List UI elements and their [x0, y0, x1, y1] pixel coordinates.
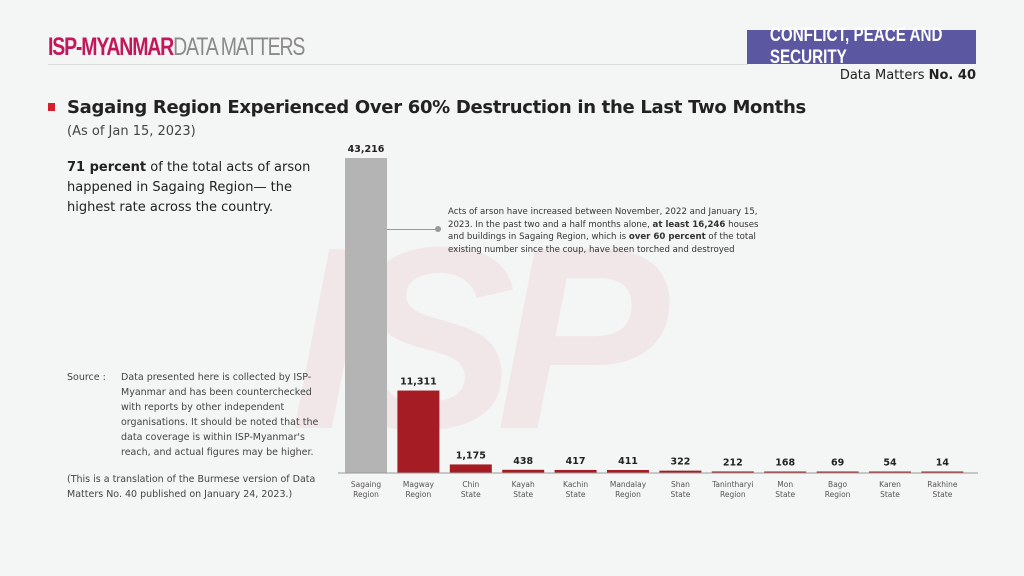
lead-text: 71 percent of the total acts of arson ha…	[67, 160, 311, 215]
category-label: Region	[825, 490, 851, 499]
header-divider	[48, 64, 748, 65]
category-label: Mon	[777, 480, 793, 489]
data-label: 69	[831, 458, 844, 469]
category-label: State	[775, 490, 795, 499]
data-label: 14	[936, 458, 950, 469]
chart-annotation: Acts of arson have increased between Nov…	[448, 207, 759, 255]
page-title: Sagaing Region Experienced Over 60% Dest…	[67, 97, 806, 118]
as-of-date: (As of Jan 15, 2023)	[67, 124, 196, 139]
category-label: State	[461, 490, 481, 499]
brand-logo: ISP-MYANMARDATA MATTERS	[48, 33, 305, 61]
data-label: 417	[566, 456, 586, 467]
data-label: 1,175	[456, 450, 486, 461]
category-label: State	[932, 490, 952, 499]
category-label: Karen	[879, 480, 901, 489]
data-label: 11,311	[400, 377, 437, 388]
category-label: Rakhine	[927, 480, 958, 489]
bar-5	[607, 470, 649, 473]
data-label: 43,216	[348, 144, 385, 155]
category-label: Bago	[828, 480, 848, 489]
category-label: Region	[406, 490, 432, 499]
bar-4	[554, 469, 597, 473]
data-label: 212	[723, 457, 743, 468]
data-label: 411	[618, 456, 638, 467]
data-label: 54	[883, 458, 897, 469]
bar-3	[502, 469, 545, 473]
category-label: Shan	[671, 480, 690, 489]
category-label: State	[670, 490, 690, 499]
category-label: State	[880, 490, 900, 499]
category-label: Tanintharyi	[711, 480, 753, 489]
category-label: Mandalay	[610, 480, 647, 489]
category-label: Magway	[403, 480, 435, 489]
annotation-leader	[358, 229, 438, 230]
category-label: Kayah	[512, 480, 535, 489]
data-label: 322	[670, 457, 690, 468]
bar-7	[711, 471, 754, 473]
bar-1	[397, 390, 440, 473]
data-label: 438	[513, 456, 533, 467]
bar-8	[764, 471, 807, 473]
category-label: Region	[720, 490, 746, 499]
category-badge: CONFLICT, PEACE AND SECURITY	[747, 25, 976, 68]
category-label: State	[566, 490, 586, 499]
issue-number: Data Matters No. 40	[839, 68, 976, 83]
bar-6	[659, 470, 702, 473]
annotation-dot	[435, 226, 441, 232]
bar-11	[921, 471, 964, 473]
category-label: Kachin	[563, 480, 588, 489]
category-label: State	[513, 490, 533, 499]
bar-2	[449, 464, 492, 473]
translation-note: (This is a translation of the Burmese ve…	[67, 474, 316, 500]
bar-0	[345, 158, 387, 473]
category-label: Chin	[462, 480, 479, 489]
source-note: Source : Data presented here is collected…	[67, 372, 319, 458]
data-label: 168	[775, 458, 795, 469]
category-label: Region	[353, 490, 379, 499]
title-marker	[48, 103, 55, 111]
bar-9	[816, 471, 859, 473]
category-label: Sagaing	[351, 480, 382, 489]
category-label: Region	[615, 490, 641, 499]
bar-10	[869, 471, 911, 473]
